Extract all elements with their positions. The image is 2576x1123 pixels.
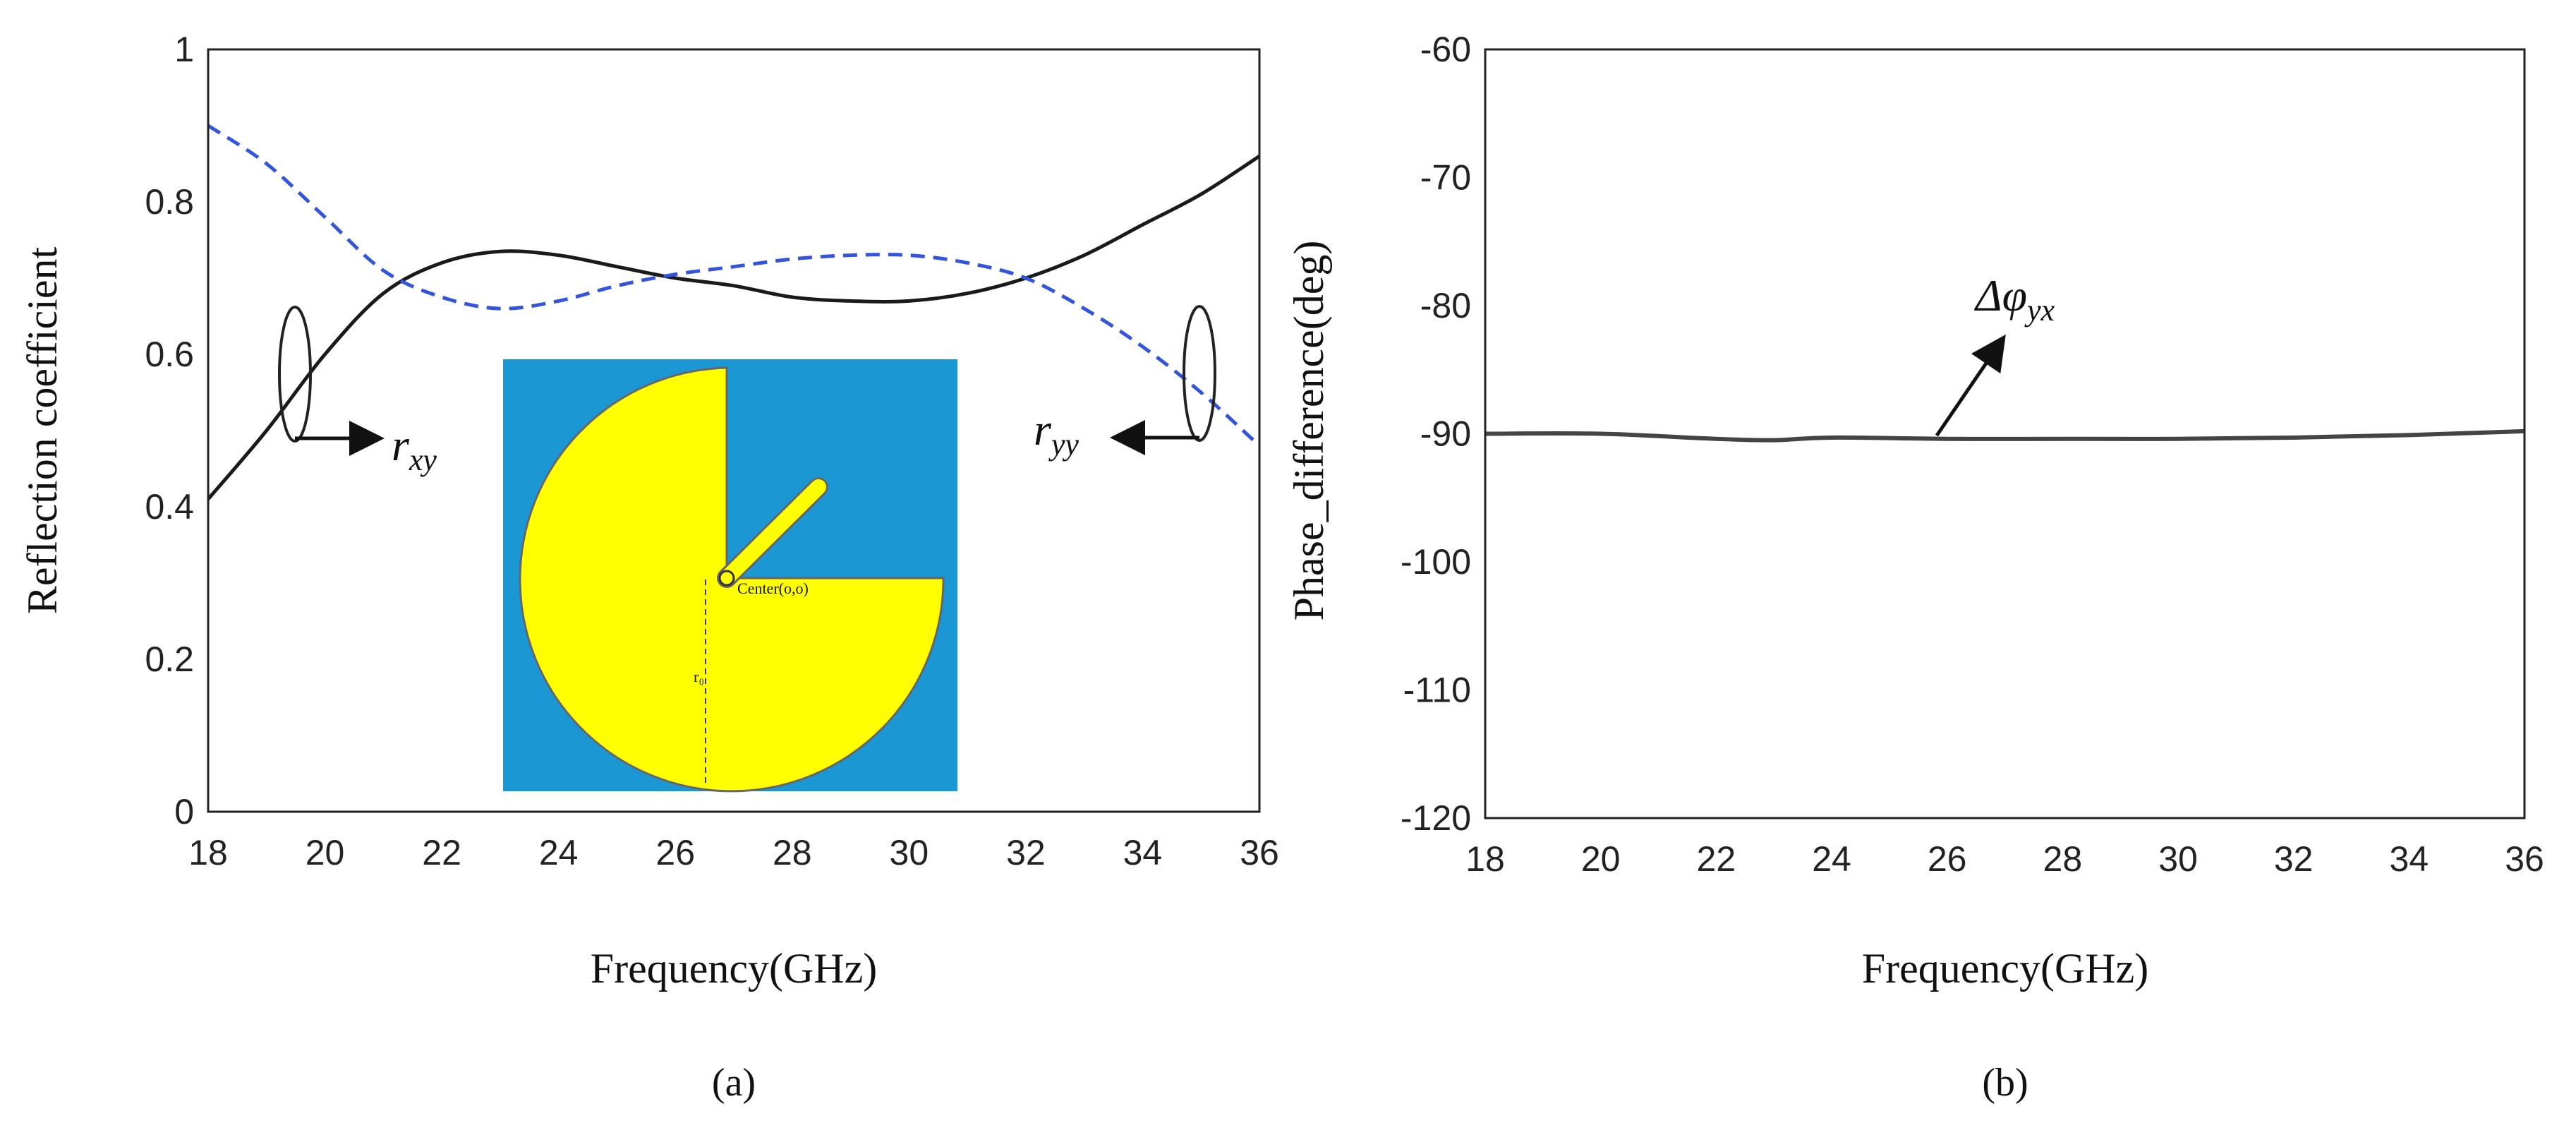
panel-a-ylabel: Reflection coefficient <box>19 247 66 615</box>
panel-b-x-tick-label: 36 <box>2505 839 2544 879</box>
panel-a-x-tick-label: 36 <box>1240 833 1279 872</box>
panel-b-y-tick-label: -90 <box>1420 414 1471 454</box>
panel-b-ylabel: Phase_difference(deg) <box>1286 241 1332 621</box>
delta-phi-arrow <box>1935 334 2006 437</box>
panel-b-y-tick-label: -110 <box>1403 671 1471 710</box>
panel-b-x-tick-label: 20 <box>1581 839 1621 879</box>
panel-b-x-tick-label: 28 <box>2043 839 2083 879</box>
rxy-ellipse <box>278 306 312 443</box>
panel-b-x-tick-label: 18 <box>1465 839 1505 879</box>
panel-b: 18 20 22 24 26 28 30 32 34 36 -120 -110 -100 -90 -80 -7… <box>1286 30 2544 1105</box>
annotation-ryy: ryy <box>1034 305 1216 462</box>
panel-a-x-tick-label: 20 <box>306 833 345 872</box>
panel-a-label: (a) <box>712 1061 756 1105</box>
panel-a-y-tick-label: 0.2 <box>145 639 194 679</box>
panel-b-x-tick-label: 32 <box>2274 839 2314 879</box>
panel-b-series-line-1 <box>1484 428 2525 443</box>
ryy-label: ryy <box>1034 404 1079 462</box>
panel-b-y-tick-label: -100 <box>1401 542 1471 582</box>
inset-center-label: Center(o,o) <box>737 579 809 597</box>
panel-b-y-tick-label: -80 <box>1420 286 1471 325</box>
panel-a-x-tick-label: 34 <box>1123 833 1163 872</box>
inset-center-point <box>718 570 735 587</box>
panel-a-x-tick-label: 24 <box>539 833 579 872</box>
panel-a-series-line-2 <box>207 124 1261 448</box>
panel-a-plot-frame <box>207 48 1261 813</box>
panel-b-x-tick-label: 26 <box>1928 839 1967 879</box>
annotation-delta-phi: Δφyx <box>1935 270 2055 437</box>
panel-b-ticks: 18 20 22 24 26 28 30 32 34 36 -120 -110 -100 -90 -80 -7… <box>1401 30 2544 879</box>
panel-a-x-tick-label: 32 <box>1006 833 1046 872</box>
panel-b-x-tick-label: 24 <box>1812 839 1851 879</box>
panel-a-x-tick-label: 28 <box>773 833 812 872</box>
panel-a-x-tick-label: 30 <box>890 833 929 872</box>
panel-a-x-tick-label: 26 <box>655 833 695 872</box>
panel-b-series <box>1484 428 2525 443</box>
panel-a-y-tick-label: 1 <box>174 30 194 69</box>
panel-b-y-tick-label: -120 <box>1401 798 1471 838</box>
panel-a: 18 20 22 24 26 28 30 32 34 36 0 0.2 0.4 0.6 0.8 1 Cente… <box>19 30 1279 1105</box>
panel-a-x-tick-label: 22 <box>422 833 461 872</box>
panel-b-label: (b) <box>1982 1061 2028 1105</box>
ryy-ellipse <box>1183 305 1216 442</box>
inset-diagram: Center(o,o) r₀ <box>503 359 957 793</box>
annotation-rxy: rxy <box>278 306 437 477</box>
panel-a-x-tick-label: 18 <box>188 833 228 872</box>
panel-b-x-tick-label: 22 <box>1697 839 1736 879</box>
panel-b-x-tick-label: 34 <box>2390 839 2429 879</box>
panel-a-y-tick-label: 0.4 <box>145 487 194 527</box>
panel-a-y-tick-label: 0 <box>174 792 194 831</box>
rxy-label: rxy <box>392 420 437 477</box>
panel-b-plot-frame <box>1484 48 2526 819</box>
panel-b-xlabel: Frequency(GHz) <box>1862 945 2149 992</box>
panel-b-x-tick-label: 30 <box>2158 839 2198 879</box>
inset-radius-label: r₀ <box>694 668 704 685</box>
panel-a-ticks: 18 20 22 24 26 28 30 32 34 36 0 0.2 0.4 0.6 0.8 1 <box>145 30 1278 872</box>
panel-a-series <box>207 124 1261 500</box>
panel-b-y-tick-label: -70 <box>1420 158 1471 198</box>
panel-a-y-tick-label: 0.8 <box>145 182 194 222</box>
inset-feed-arm-fill <box>719 479 826 586</box>
panel-b-y-tick-label: -60 <box>1420 30 1471 69</box>
panel-a-y-tick-label: 0.6 <box>145 335 194 374</box>
delta-phi-label: Δφyx <box>1973 270 2055 328</box>
panel-a-series-line-1 <box>207 155 1261 500</box>
panel-a-xlabel: Frequency(GHz) <box>591 945 878 992</box>
